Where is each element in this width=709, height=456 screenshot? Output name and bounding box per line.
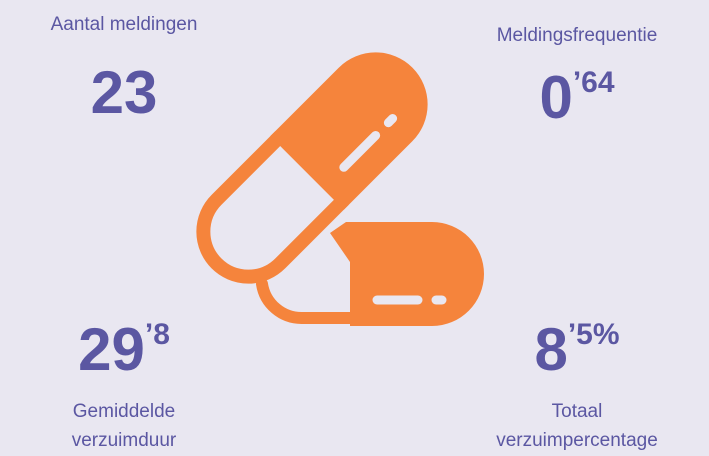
- stat-number: 0: [539, 64, 572, 131]
- stat-value: 23: [91, 59, 158, 126]
- stat-number: 29: [78, 316, 145, 383]
- stat-number: 8: [534, 316, 567, 383]
- stat-label: verzuimduur: [72, 430, 177, 451]
- stat-value: 8’5%: [534, 316, 619, 383]
- stat-label: Gemiddelde: [73, 401, 175, 422]
- stat-label: Totaal: [552, 401, 603, 422]
- stat-decimal: ’64: [573, 66, 615, 99]
- stat-label: verzuimpercentage: [496, 430, 658, 451]
- stat-value: 29’8: [78, 316, 170, 383]
- stat-label: Aantal meldingen: [51, 14, 198, 35]
- stat-value: 0’64: [539, 64, 614, 131]
- stat-decimal: ’5%: [568, 318, 620, 351]
- stat-decimal: ’8: [145, 318, 170, 351]
- pill-icon: [196, 52, 484, 326]
- stat-number: 23: [91, 59, 158, 126]
- stat-label: Meldingsfrequentie: [497, 25, 658, 46]
